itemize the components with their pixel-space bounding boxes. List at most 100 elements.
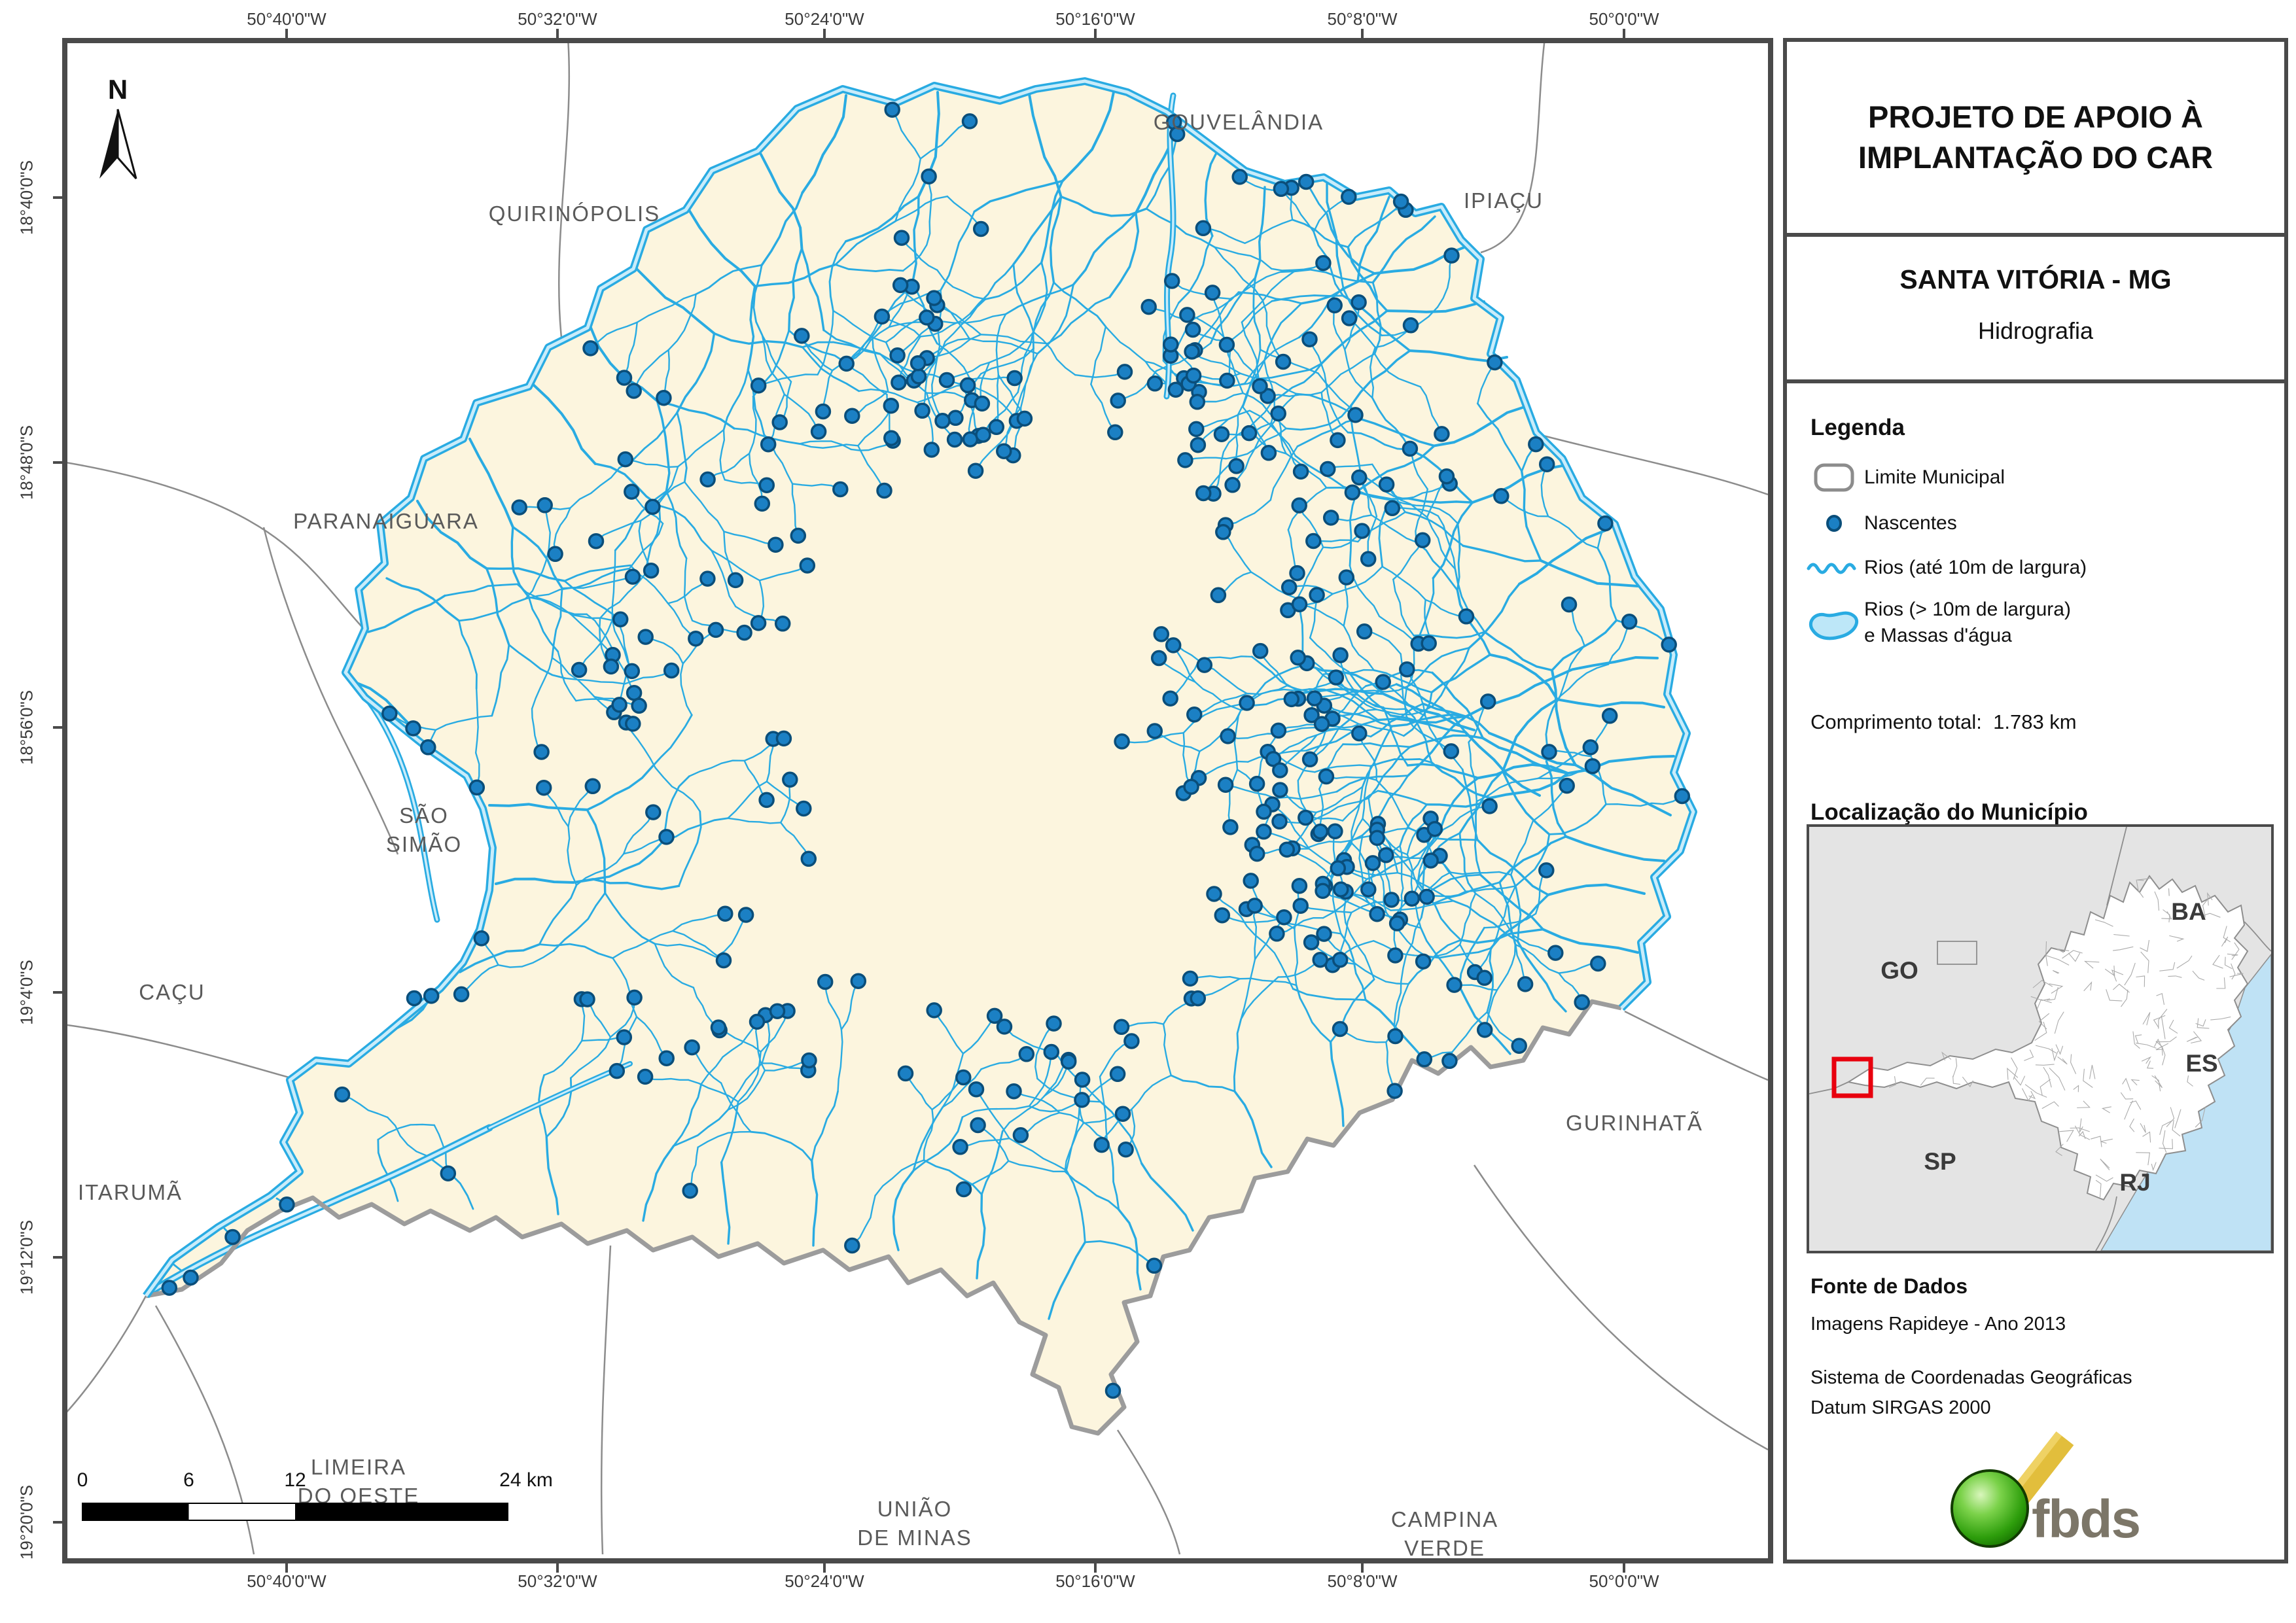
river-path: [828, 240, 847, 312]
river-path: [1488, 731, 1577, 767]
river-path: [1059, 1111, 1108, 1141]
river-path: [1279, 734, 1318, 771]
river-path: [936, 269, 987, 300]
minimap-state-borders: [1809, 826, 2272, 1251]
river-path: [939, 313, 1007, 324]
river-path: [687, 1079, 739, 1103]
river-path: [1468, 741, 1478, 803]
spring-dot: [1338, 569, 1355, 585]
spring-dot: [1292, 898, 1309, 914]
river-path: [1468, 582, 1521, 650]
spring-dot: [1273, 181, 1290, 198]
spring-dot: [815, 403, 832, 420]
river-path: [416, 500, 488, 570]
river-path: [1362, 765, 1372, 820]
lon-label-top: 50°8'0"W: [1327, 9, 1398, 29]
river-path: [1008, 1160, 1066, 1173]
spring-dot: [1215, 524, 1231, 540]
river-path: [1145, 207, 1216, 249]
river-path: [1432, 881, 1501, 905]
river-path: [995, 374, 1000, 428]
river-path: [1241, 321, 1261, 387]
spring-dot: [643, 562, 660, 579]
spring-dot: [736, 624, 752, 641]
river-path: [811, 1160, 819, 1247]
spring-dot: [760, 436, 777, 453]
river-path: [1415, 541, 1458, 591]
spring-dot: [782, 771, 798, 788]
river-path: [569, 466, 620, 509]
river-path: [1046, 296, 1111, 345]
river-path: [604, 892, 656, 945]
river-path: [1248, 410, 1296, 457]
spring-dot: [1426, 820, 1443, 837]
river-path: [1382, 692, 1475, 731]
river-path: [636, 293, 697, 323]
lon-tick: [1361, 1563, 1364, 1573]
river-path: [1171, 280, 1231, 300]
river-path: [1377, 717, 1467, 734]
spring-dot: [1422, 852, 1439, 869]
spring-dot: [1584, 758, 1601, 775]
spring-dot: [1574, 994, 1590, 1011]
spring-dot: [1185, 367, 1202, 384]
spring-dot: [684, 1039, 700, 1056]
river-path: [801, 94, 847, 194]
river-path: [652, 714, 693, 767]
legend-item-rivers: Rios (até 10m de largura): [1804, 550, 2087, 586]
river-path: [822, 329, 894, 363]
river-path: [748, 453, 763, 505]
spring-dot: [1248, 775, 1265, 792]
river-path: [1426, 516, 1457, 570]
spring-dot: [1195, 485, 1212, 502]
spring-dot: [921, 168, 937, 184]
river-path: [1355, 963, 1409, 985]
river-path: [1407, 939, 1462, 985]
spring-dot: [926, 290, 942, 306]
river-path: [1049, 195, 1063, 284]
spring-dot: [1276, 909, 1292, 926]
lon-tick: [1094, 29, 1097, 38]
river-path: [1262, 299, 1284, 363]
river-path: [1547, 515, 1599, 550]
spring-dot: [727, 572, 744, 589]
spring-dot: [1341, 188, 1357, 205]
spring-dot: [707, 621, 724, 638]
spring-dot: [1146, 723, 1163, 739]
spring-dot: [1043, 1043, 1060, 1060]
river-path: [1212, 442, 1230, 495]
minimap-state-label: ES: [2185, 1050, 2217, 1077]
lon-label-top: 50°40'0"W: [247, 9, 327, 29]
river-path: [539, 884, 578, 946]
lon-tick: [1623, 1563, 1625, 1573]
location-heading: Localização do Município: [1810, 799, 2088, 825]
spring-dot: [832, 481, 849, 498]
main-map-frame: GOUVELÂNDIA IPIAÇU QUIRINÓPOLIS PARANAIGUAR…: [62, 38, 1773, 1563]
river-path: [1432, 501, 1474, 580]
river-path: [1310, 941, 1357, 966]
spring-dot: [889, 347, 906, 364]
river-path: [1442, 805, 1491, 831]
river-path: [1034, 1022, 1055, 1080]
spring-dot: [1305, 532, 1322, 550]
spring-dot: [224, 1229, 241, 1246]
river-path: [1318, 797, 1369, 818]
neighbor-label: SÃO SIMÃO: [386, 803, 462, 856]
river-path: [652, 466, 679, 508]
river-path: [1214, 246, 1263, 302]
municipal-limit-icon: [1804, 462, 1864, 493]
river-path: [715, 914, 747, 958]
river-path: [1358, 417, 1436, 447]
river-path: [707, 453, 751, 481]
spring-dot: [975, 427, 991, 443]
river-path: [609, 996, 635, 1038]
spring-dot: [1330, 432, 1346, 449]
river-path: [1422, 703, 1491, 735]
river-path: [1385, 1041, 1396, 1092]
spring-dot: [974, 395, 991, 412]
river-path: [1244, 218, 1294, 244]
river-path: [628, 523, 664, 570]
spring-dot: [1303, 934, 1320, 951]
spring-dot: [537, 497, 553, 514]
river-path: [680, 663, 693, 716]
